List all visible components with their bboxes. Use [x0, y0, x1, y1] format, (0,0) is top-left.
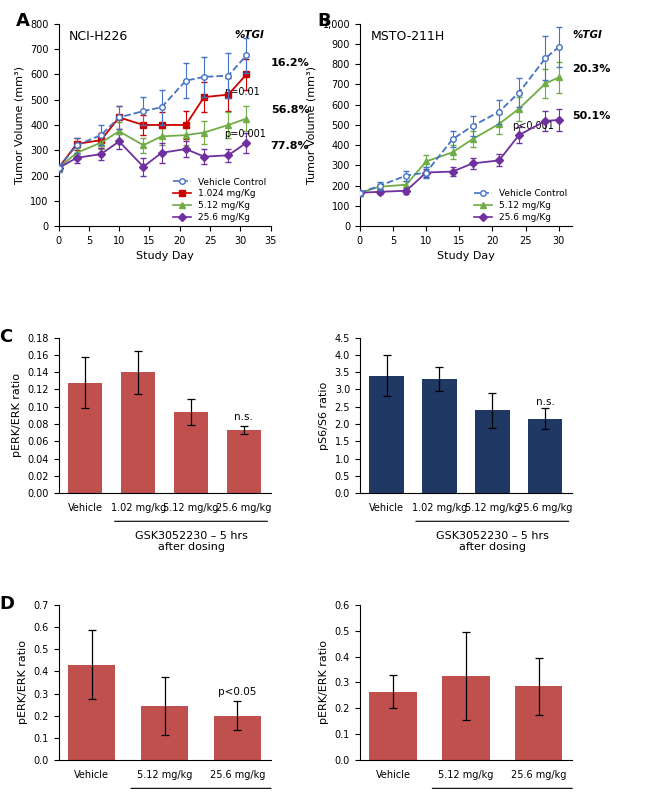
- Bar: [214, 716, 261, 760]
- Text: NCI-H226: NCI-H226: [69, 30, 128, 43]
- Text: %TGI: %TGI: [572, 30, 602, 40]
- Bar: [141, 706, 188, 760]
- Text: n.s.: n.s.: [235, 413, 254, 422]
- Legend: Vehicle Control, 1.024 mg/Kg, 5.12 mg/Kg, 25.6 mg/Kg: Vehicle Control, 1.024 mg/Kg, 5.12 mg/Kg…: [173, 177, 266, 222]
- Y-axis label: pERK/ERK ratio: pERK/ERK ratio: [319, 641, 329, 725]
- Text: p=0.01: p=0.01: [224, 86, 260, 97]
- Text: 56.8%: 56.8%: [270, 105, 309, 115]
- Text: D: D: [0, 596, 14, 613]
- Bar: [475, 410, 510, 493]
- Text: 77.8%: 77.8%: [270, 141, 309, 151]
- Text: p=0.001: p=0.001: [224, 129, 266, 139]
- Y-axis label: pERK/ERK ratio: pERK/ERK ratio: [12, 373, 21, 458]
- Text: C: C: [0, 328, 12, 346]
- Bar: [515, 687, 562, 760]
- Bar: [174, 412, 208, 493]
- Text: 50.1%: 50.1%: [572, 111, 610, 121]
- X-axis label: Study Day: Study Day: [136, 252, 194, 261]
- Y-axis label: Tumor Volume (mm³): Tumor Volume (mm³): [15, 66, 25, 184]
- Text: 16.2%: 16.2%: [270, 58, 309, 68]
- Legend: Vehicle Control, 5.12 mg/Kg, 25.6 mg/Kg: Vehicle Control, 5.12 mg/Kg, 25.6 mg/Kg: [474, 189, 567, 222]
- Bar: [227, 430, 261, 493]
- Text: %TGI: %TGI: [235, 30, 265, 40]
- Text: MSTO-211H: MSTO-211H: [370, 30, 445, 43]
- Y-axis label: pS6/S6 ratio: pS6/S6 ratio: [319, 381, 329, 450]
- Y-axis label: Tumor Volume (mm³): Tumor Volume (mm³): [307, 66, 317, 184]
- Bar: [442, 676, 489, 760]
- Bar: [68, 664, 116, 760]
- X-axis label: Study Day: Study Day: [437, 252, 495, 261]
- Bar: [528, 419, 562, 493]
- Text: GSK3052230 – 5 hrs: GSK3052230 – 5 hrs: [436, 531, 549, 541]
- Text: after dosing: after dosing: [157, 542, 224, 551]
- Bar: [121, 372, 155, 493]
- Text: A: A: [16, 12, 30, 29]
- Y-axis label: pERK/ERK ratio: pERK/ERK ratio: [18, 641, 28, 725]
- Text: after dosing: after dosing: [459, 542, 526, 551]
- Bar: [422, 379, 457, 493]
- Text: n.s.: n.s.: [536, 397, 554, 407]
- Bar: [68, 383, 103, 493]
- Text: p<0.05: p<0.05: [218, 687, 257, 697]
- Text: 20.3%: 20.3%: [572, 64, 610, 74]
- Text: GSK3052230 – 5 hrs: GSK3052230 – 5 hrs: [135, 531, 248, 541]
- Text: p<0.001: p<0.001: [513, 121, 554, 131]
- Bar: [369, 691, 417, 760]
- Bar: [369, 375, 404, 493]
- Text: B: B: [317, 12, 331, 29]
